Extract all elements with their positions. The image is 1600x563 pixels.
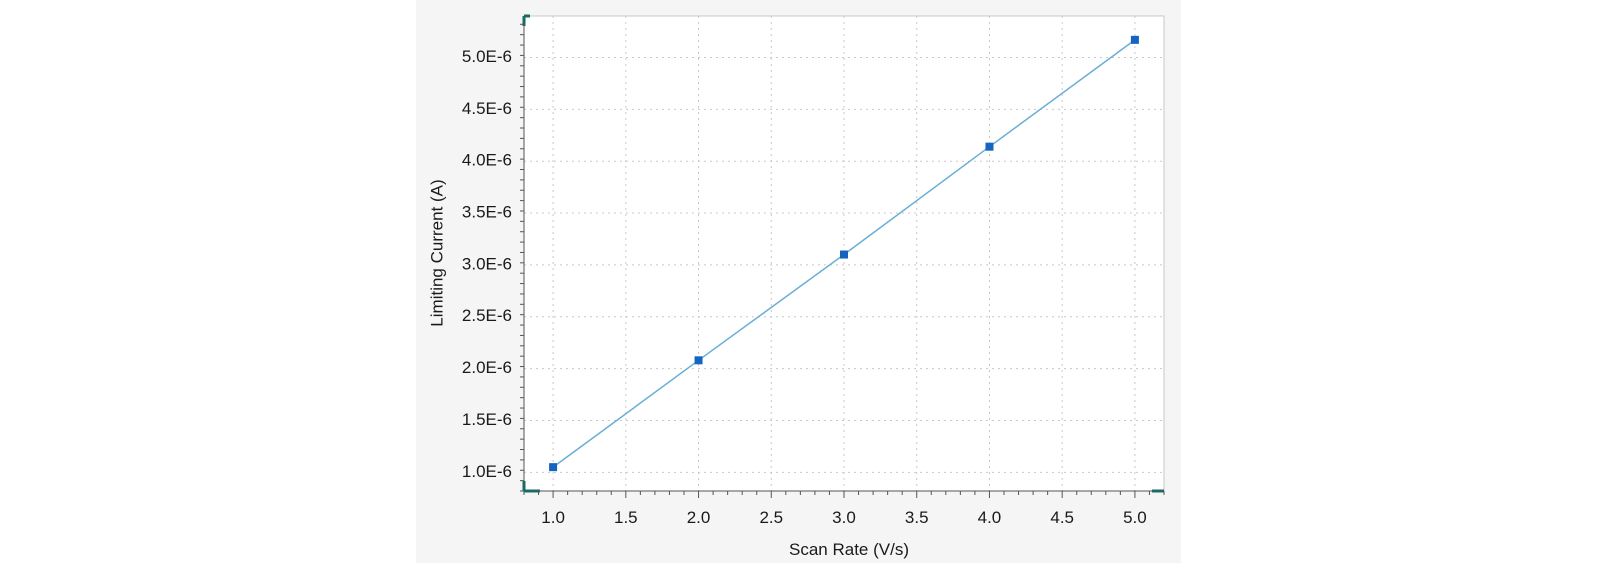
x-tick-label: 2.0 (687, 508, 711, 527)
x-tick-label: 3.0 (832, 508, 856, 527)
tick-layer: 1.0 1.5 2.0 2.5 3.0 3.5 4.0 4.5 5.0 1.0E-6 1.5E-6 2… (462, 23, 1165, 527)
y-tick-label: 1.5E-6 (462, 410, 512, 429)
y-tick-label: 4.0E-6 (462, 151, 512, 170)
x-tick-label: 1.0 (541, 508, 565, 527)
series-layer (549, 35, 1139, 472)
x-tick-label: 2.5 (759, 508, 783, 527)
y-tick-label: 5.0E-6 (462, 47, 512, 66)
y-tick-label: 1.0E-6 (462, 462, 512, 481)
chart-panel: 1.0 1.5 2.0 2.5 3.0 3.5 4.0 4.5 5.0 1.0E-6 1.5E-6 2… (416, 0, 1181, 563)
axes-layer (522, 14, 1164, 493)
data-point-marker (694, 356, 703, 365)
y-axis-bottom-handle (522, 481, 540, 493)
x-tick-label: 1.5 (614, 508, 638, 527)
grid-layer (524, 16, 1164, 491)
y-tick-label: 3.5E-6 (462, 203, 512, 222)
chart-svg: 1.0 1.5 2.0 2.5 3.0 3.5 4.0 4.5 5.0 1.0E-6 1.5E-6 2… (427, 14, 1165, 559)
y-tick-label: 2.5E-6 (462, 306, 512, 325)
y-axis-top-handle (522, 14, 530, 26)
y-tick-label: 3.0E-6 (462, 254, 512, 273)
x-tick-label: 4.0 (978, 508, 1002, 527)
y-axis-title: Limiting Current (A) (427, 179, 446, 326)
y-tick-label: 2.0E-6 (462, 358, 512, 377)
x-axis-title: Scan Rate (V/s) (789, 540, 909, 559)
data-point-marker (985, 142, 994, 151)
data-point-marker (840, 250, 848, 259)
x-tick-label: 4.5 (1050, 508, 1074, 527)
y-tick-label: 4.5E-6 (462, 99, 512, 118)
x-tick-label: 3.5 (905, 508, 929, 527)
x-tick-label: 5.0 (1123, 508, 1147, 527)
data-point-marker (549, 463, 558, 472)
data-point-marker (1130, 35, 1139, 44)
